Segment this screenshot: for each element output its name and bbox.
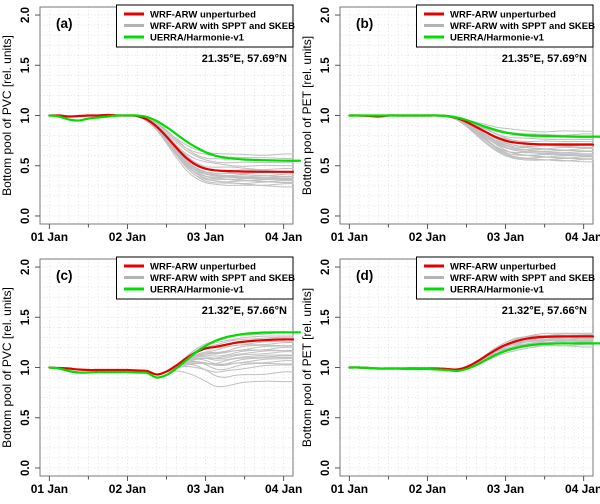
series-group bbox=[348, 114, 600, 163]
legend-box bbox=[116, 256, 294, 300]
chart-a: 01 Jan 02 Jan 03 Jan 04 Jan 0.0 0.5 1.0 1.5 2.0 B… bbox=[0, 4, 302, 244]
x-tick-label: 02 Jan bbox=[409, 230, 446, 244]
y-tick-label: 1.0 bbox=[320, 360, 332, 376]
x-tick-label: 02 Jan bbox=[109, 482, 146, 496]
y-tick-label: 1.0 bbox=[320, 108, 332, 124]
x-tick-label: 01 Jan bbox=[331, 230, 368, 244]
x-tick-label: 02 Jan bbox=[409, 482, 446, 496]
legend-box bbox=[416, 4, 594, 48]
chart-b: 01 Jan 02 Jan 03 Jan 04 Jan 0.0 0.5 1.0 1.5 2.0 B… bbox=[300, 4, 600, 244]
coords-annotation: 21.32°E, 57.66°N bbox=[502, 305, 587, 317]
y-axis-title: Bottom pool of PET [rel. units] bbox=[300, 36, 314, 195]
y-tick-label: 2.0 bbox=[320, 259, 332, 275]
y-tick-label: 1.5 bbox=[320, 309, 332, 326]
series-unperturbed-line bbox=[48, 338, 295, 376]
y-tick-label: 1.5 bbox=[20, 57, 32, 74]
coords-annotation: 21.32°E, 57.66°N bbox=[202, 305, 287, 317]
y-tick-label: 0.0 bbox=[320, 460, 332, 476]
x-tick-label: 04 Jan bbox=[265, 482, 302, 496]
legend-label: WRF-ARW with SPPT and SKEB bbox=[450, 21, 595, 32]
legend-label: UERRA/Harmonie-v1 bbox=[450, 285, 545, 296]
legend-label: WRF-ARW with SPPT and SKEB bbox=[150, 21, 295, 32]
axis-ticks bbox=[335, 266, 585, 481]
legend-box bbox=[116, 4, 294, 48]
series-reference-line bbox=[348, 114, 600, 138]
x-tick-label: 04 Jan bbox=[265, 230, 302, 244]
series-ensemble-member bbox=[48, 114, 294, 159]
y-tick-label: 2.0 bbox=[320, 7, 332, 23]
y-axis-title: Bottom pool of PVC [rel. units] bbox=[0, 287, 14, 448]
x-tick-label: 01 Jan bbox=[31, 482, 68, 496]
y-tick-label: 0.5 bbox=[20, 409, 32, 426]
axis-ticks bbox=[335, 14, 585, 229]
x-tick-label: 04 Jan bbox=[565, 230, 600, 244]
y-tick-label: 2.0 bbox=[20, 259, 32, 275]
chart-c: 01 Jan 02 Jan 03 Jan 04 Jan 0.0 0.5 1.0 1.5 2.0 B… bbox=[0, 256, 302, 496]
coords-annotation: 21.35°E, 57.69°N bbox=[202, 53, 287, 65]
grid-lines bbox=[40, 259, 293, 476]
panel-c: 01 Jan 02 Jan 03 Jan 04 Jan 0.0 0.5 1.0 1.5 2.0 B… bbox=[0, 252, 302, 504]
legend-label: UERRA/Harmonie-v1 bbox=[150, 33, 245, 44]
chart-d: 01 Jan 02 Jan 03 Jan 04 Jan 0.0 0.5 1.0 1.5 2.0 B… bbox=[300, 256, 600, 496]
x-tick-label: 03 Jan bbox=[187, 482, 224, 496]
series-reference-line bbox=[48, 114, 302, 162]
coords-annotation: 21.35°E, 57.69°N bbox=[502, 53, 587, 65]
x-tick-label: 02 Jan bbox=[109, 230, 146, 244]
panel-letter: (c) bbox=[56, 268, 73, 283]
y-tick-label: 0.0 bbox=[20, 208, 32, 224]
series-ensemble-member bbox=[48, 114, 294, 164]
legend-label: UERRA/Harmonie-v1 bbox=[450, 33, 545, 44]
y-tick-label: 2.0 bbox=[20, 7, 32, 23]
panel-letter: (a) bbox=[56, 16, 73, 31]
y-tick-label: 1.0 bbox=[20, 360, 32, 376]
panel-d: 01 Jan 02 Jan 03 Jan 04 Jan 0.0 0.5 1.0 1.5 2.0 B… bbox=[300, 252, 600, 504]
series-reference-line bbox=[348, 342, 600, 373]
series-group bbox=[48, 113, 302, 188]
y-tick-label: 0.5 bbox=[20, 157, 32, 174]
series-group bbox=[348, 332, 600, 373]
y-tick-label: 1.0 bbox=[20, 108, 32, 124]
y-tick-label: 1.5 bbox=[320, 57, 332, 74]
y-tick-label: 0.5 bbox=[320, 157, 332, 174]
x-tick-label: 01 Jan bbox=[331, 482, 368, 496]
y-axis-title: Bottom pool of PET [rel. units] bbox=[300, 288, 314, 447]
panel-letter: (b) bbox=[356, 16, 373, 31]
y-tick-label: 0.0 bbox=[320, 208, 332, 224]
legend-label: WRF-ARW with SPPT and SKEB bbox=[150, 273, 295, 284]
legend-label: WRF-ARW unperturbed bbox=[450, 262, 556, 273]
x-tick-label: 04 Jan bbox=[565, 482, 600, 496]
x-tick-label: 03 Jan bbox=[187, 230, 224, 244]
legend-box bbox=[416, 256, 594, 300]
panel-a: 01 Jan 02 Jan 03 Jan 04 Jan 0.0 0.5 1.0 1.5 2.0 B… bbox=[0, 0, 302, 252]
y-tick-label: 1.5 bbox=[20, 309, 32, 326]
x-tick-label: 03 Jan bbox=[487, 482, 524, 496]
series-group bbox=[48, 331, 302, 388]
x-tick-label: 01 Jan bbox=[31, 230, 68, 244]
x-tick-label: 03 Jan bbox=[487, 230, 524, 244]
axis-ticks bbox=[35, 14, 285, 229]
legend-label: WRF-ARW with SPPT and SKEB bbox=[450, 273, 595, 284]
legend-label: WRF-ARW unperturbed bbox=[450, 10, 556, 21]
y-tick-label: 0.5 bbox=[320, 409, 332, 426]
axis-ticks bbox=[35, 266, 285, 481]
panel-letter: (d) bbox=[356, 268, 373, 283]
legend-label: WRF-ARW unperturbed bbox=[150, 262, 256, 273]
legend-label: UERRA/Harmonie-v1 bbox=[150, 285, 245, 296]
series-unperturbed-line bbox=[48, 113, 295, 173]
y-axis-title: Bottom pool of PVC [rel. units] bbox=[0, 35, 14, 196]
panel-b: 01 Jan 02 Jan 03 Jan 04 Jan 0.0 0.5 1.0 1.5 2.0 B… bbox=[300, 0, 600, 252]
legend-label: WRF-ARW unperturbed bbox=[150, 10, 256, 21]
series-reference-line bbox=[48, 331, 302, 379]
y-tick-label: 0.0 bbox=[20, 460, 32, 476]
